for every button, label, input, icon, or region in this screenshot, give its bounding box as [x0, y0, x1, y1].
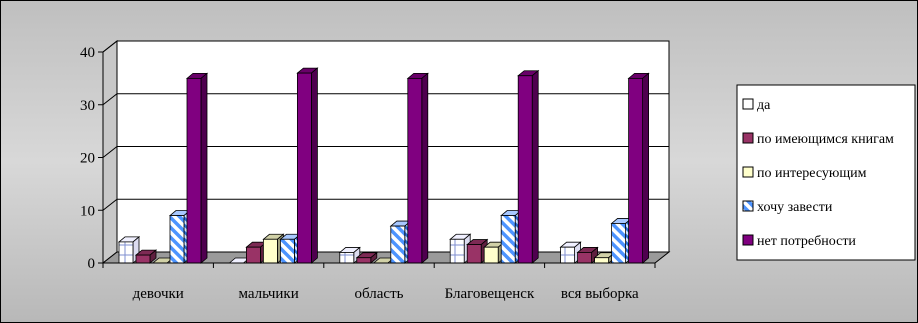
legend-swatch: [742, 200, 754, 212]
y-tick-label: 20: [80, 151, 95, 167]
x-tick-label: вся выборка: [561, 286, 639, 302]
bar-2-3: [355, 251, 378, 264]
legend-label: да: [757, 98, 771, 113]
legend-swatch: [742, 132, 754, 144]
legend-label: хочу завести: [757, 200, 833, 215]
bar-5-2: [296, 67, 319, 264]
gridline: [102, 93, 669, 106]
legend-item-2: по имеющимся книгам: [742, 132, 894, 147]
gridline: [102, 198, 669, 211]
legend-box: [736, 84, 916, 261]
x-tick-label: мальчики: [238, 286, 298, 302]
legend-label: по интересующим: [757, 166, 867, 181]
x-tick-label: Благовещенск: [445, 286, 535, 302]
x-tick-label: девочки: [133, 286, 184, 302]
bar-3-2: [262, 233, 285, 264]
gridline: [102, 146, 669, 158]
bar-1-4: [449, 233, 472, 264]
x-tick-label: область: [355, 286, 404, 302]
legend-label: нет потребности: [757, 234, 856, 249]
y-tick-label: 0: [88, 256, 96, 272]
y-tick-label: 30: [80, 98, 95, 114]
bar-1-1: [117, 236, 141, 264]
legend-swatch: [742, 98, 754, 110]
legend-item-3: по интересующим: [742, 166, 867, 181]
legend-label: по имеющимся книгам: [757, 132, 894, 147]
legend-item-1: да: [742, 98, 771, 113]
gridline: [102, 40, 669, 53]
bar-5-3: [406, 72, 429, 264]
bar-5-5: [627, 72, 650, 264]
y-tick-label: 40: [80, 45, 95, 61]
legend-swatch: [742, 166, 754, 178]
legend-swatch: [742, 234, 754, 246]
bar-5-4: [517, 69, 540, 264]
bar-5-1: [185, 72, 209, 264]
legend-item-4: хочу завести: [742, 200, 833, 215]
legend-item-5: нет потребности: [742, 234, 856, 249]
y-tick-label: 10: [80, 203, 95, 219]
